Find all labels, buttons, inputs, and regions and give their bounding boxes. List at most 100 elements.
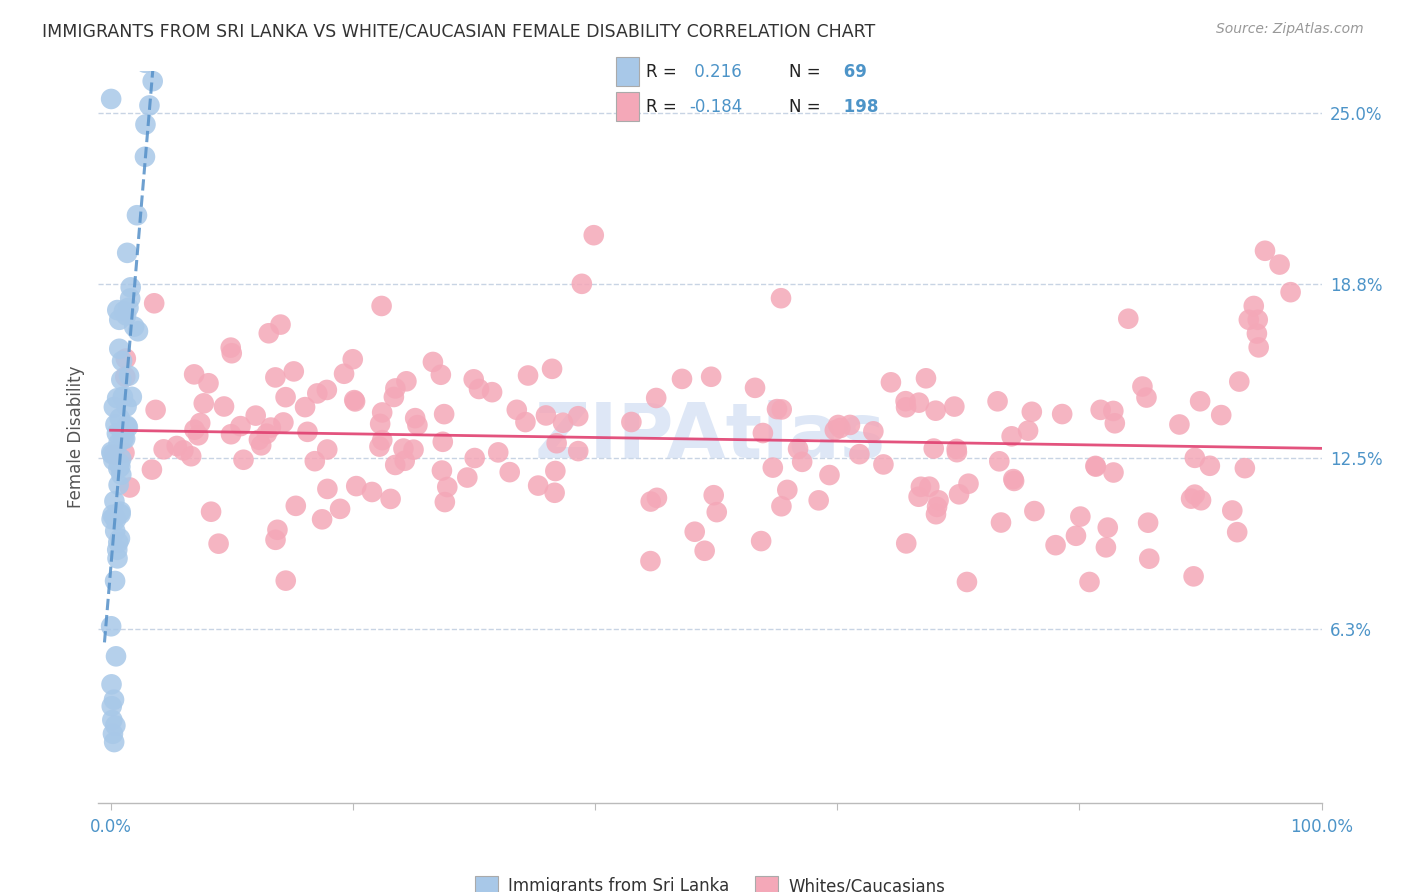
Point: [361, 485, 384, 500]
Point: [515, 415, 537, 429]
Point: [925, 507, 948, 521]
Point: [1045, 538, 1067, 552]
Point: [110, 507, 132, 521]
Point: [316, 482, 339, 496]
Point: [104, 417, 127, 432]
Point: [118, 368, 141, 383]
Point: [114, 369, 136, 384]
Point: [481, 385, 503, 400]
Point: [115, 245, 138, 260]
Point: [283, 364, 305, 378]
Point: [371, 405, 394, 419]
Point: [145, 403, 167, 417]
Point: [910, 480, 932, 494]
Point: [957, 476, 980, 491]
Point: [344, 394, 367, 409]
Point: [640, 554, 662, 568]
Point: [988, 454, 1011, 468]
Point: [114, 446, 136, 460]
Point: [1095, 541, 1118, 555]
Point: [108, 342, 131, 356]
Point: [380, 491, 402, 506]
Point: [943, 400, 966, 414]
Point: [183, 368, 205, 382]
Point: [1189, 493, 1212, 508]
Point: [770, 500, 793, 514]
Point: [544, 464, 567, 478]
Point: [112, 304, 135, 318]
Point: [1078, 574, 1101, 589]
Point: [148, 51, 170, 65]
Point: [134, 118, 156, 132]
Point: [264, 370, 287, 384]
Point: [110, 467, 132, 482]
Point: [693, 543, 716, 558]
Point: [115, 418, 138, 433]
Point: [430, 464, 453, 478]
Point: [219, 427, 242, 442]
Point: [247, 433, 270, 447]
Text: 0.216: 0.216: [689, 62, 742, 80]
Point: [304, 454, 326, 468]
Point: [250, 438, 273, 452]
Point: [219, 341, 242, 355]
Text: R =: R =: [645, 98, 682, 116]
Point: [922, 442, 945, 456]
Point: [990, 516, 1012, 530]
Point: [107, 461, 129, 475]
Point: [430, 368, 453, 382]
Point: [274, 574, 297, 588]
Point: [1233, 461, 1256, 475]
Point: [925, 500, 948, 514]
Point: [1002, 472, 1025, 486]
Point: [571, 277, 593, 291]
Point: [329, 501, 352, 516]
Point: [1184, 450, 1206, 465]
Point: [640, 494, 662, 508]
Point: [103, 692, 125, 706]
Point: [402, 442, 425, 457]
Point: [395, 374, 418, 388]
Point: [915, 371, 938, 385]
Point: [862, 425, 884, 439]
Point: [245, 409, 267, 423]
Point: [138, 98, 160, 112]
Point: [394, 454, 416, 468]
Point: [145, 51, 167, 65]
Point: [1227, 375, 1250, 389]
Point: [769, 291, 792, 305]
Point: [956, 574, 979, 589]
Point: [120, 292, 142, 306]
Point: [1069, 509, 1091, 524]
Point: [433, 495, 456, 509]
Text: N =: N =: [790, 62, 827, 80]
Point: [818, 468, 841, 483]
Point: [948, 487, 970, 501]
Point: [142, 74, 165, 88]
Point: [1168, 417, 1191, 432]
Point: [894, 401, 917, 415]
Point: [232, 452, 254, 467]
Point: [229, 419, 252, 434]
Point: [706, 505, 728, 519]
Point: [180, 449, 202, 463]
Point: [101, 727, 124, 741]
Point: [108, 456, 131, 470]
Point: [986, 394, 1008, 409]
Point: [766, 402, 789, 417]
Point: [824, 423, 846, 437]
Point: [294, 400, 316, 414]
Point: [105, 391, 128, 405]
Point: [499, 465, 522, 479]
Point: [112, 431, 135, 445]
Point: [924, 403, 946, 417]
Point: [392, 442, 415, 456]
Point: [103, 448, 125, 462]
Point: [1064, 529, 1087, 543]
Point: [100, 677, 122, 691]
Point: [432, 434, 454, 449]
Point: [101, 713, 124, 727]
Point: [744, 381, 766, 395]
Point: [749, 534, 772, 549]
Point: [546, 436, 568, 450]
